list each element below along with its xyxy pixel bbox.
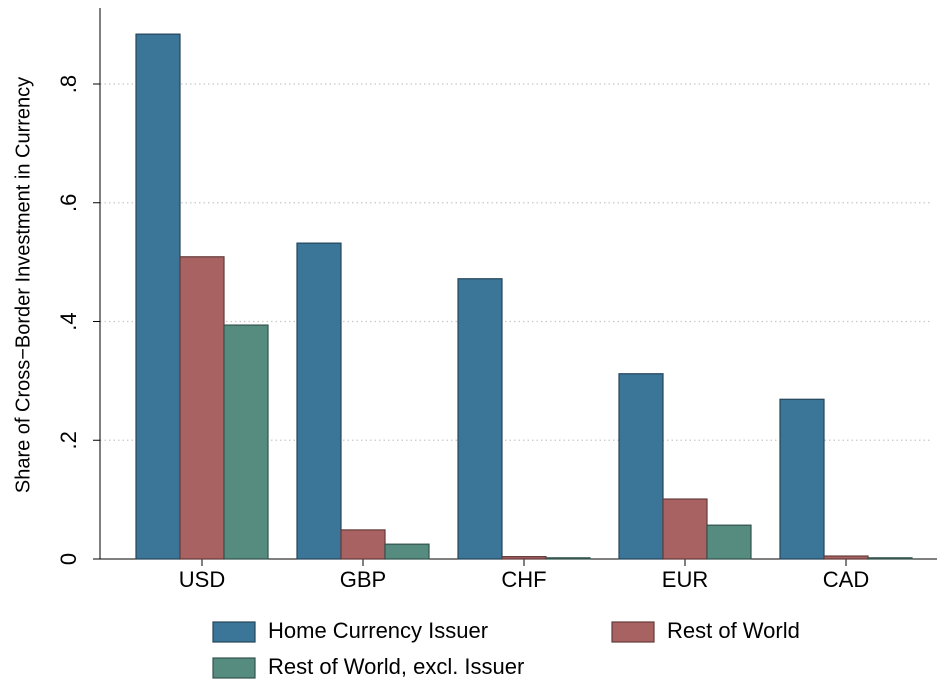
bar [823,555,869,560]
bar [867,557,913,560]
bar [501,556,547,560]
x-tick-label: CHF [501,567,546,592]
bar [135,33,181,560]
y-tick-label: 0 [56,553,81,565]
x-tick-label: EUR [662,567,708,592]
bar [706,524,752,560]
bar [457,278,503,560]
bar [662,498,708,560]
legend-swatch [212,621,256,643]
bar [618,373,664,560]
legend-swatch [611,621,655,643]
x-tick-label: GBP [340,567,386,592]
bar [340,529,386,560]
x-tick-label: CAD [823,567,869,592]
x-tick-label: USD [179,567,225,592]
y-tick-label: .6 [56,194,81,212]
y-axis-label: Share of Cross−Border Investment in Curr… [12,77,34,493]
legend-swatch [212,657,256,679]
y-tick-label: .8 [56,75,81,93]
bar [296,242,342,560]
legend-label: Home Currency Issuer [268,618,488,643]
legend-label: Rest of World [667,618,800,643]
y-tick-label: .2 [56,431,81,449]
bar [779,398,825,560]
y-tick-label: .4 [56,312,81,330]
bar [384,543,430,560]
bar [223,324,269,560]
bar [179,256,225,560]
bar [545,557,591,560]
legend-label: Rest of World, excl. Issuer [268,654,524,679]
